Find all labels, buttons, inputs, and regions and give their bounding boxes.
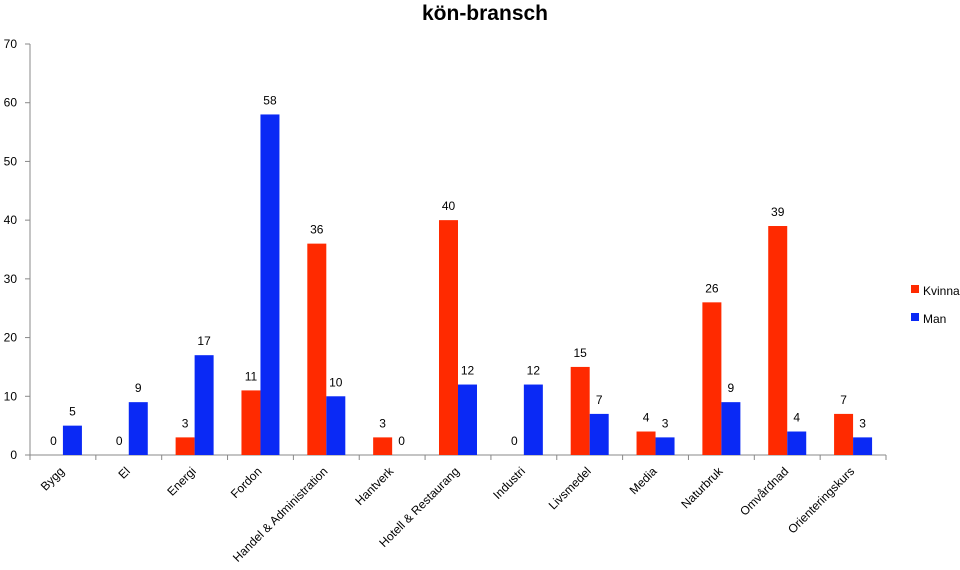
data-label: 12 [527,364,541,378]
bar-man-4 [326,396,346,455]
data-label: 0 [398,434,405,448]
bar-kvinna-5 [373,437,393,455]
data-label: 9 [135,381,142,395]
chart-title: kön-bransch [422,2,548,25]
y-tick-label: 10 [4,389,18,403]
data-label: 3 [662,416,669,430]
x-category-label: Media [627,464,660,497]
bar-man-9 [655,437,675,455]
data-label: 11 [245,369,258,383]
y-axis-ticks: 0 10 20 30 40 50 60 70 [4,37,30,462]
x-category-label: Livsmedel [546,464,594,512]
bar-kvinna-12 [834,413,854,455]
x-category-label: Omvårdnad [737,464,791,518]
legend-label-man: Man [923,312,946,326]
data-label: 7 [596,393,603,407]
data-label: 40 [442,199,456,213]
data-label: 12 [461,364,475,378]
x-category-label: Orienteringskurs [785,464,857,536]
data-label: 3 [182,416,189,430]
y-tick-label: 20 [4,331,18,345]
legend-label-kvinna: Kvinna [923,284,960,298]
data-label: 3 [379,416,386,430]
bar-kvinna-3 [241,390,261,455]
data-label: 9 [728,381,735,395]
y-tick-label: 60 [4,96,18,110]
y-tick-label: 30 [4,272,18,286]
data-label: 10 [329,375,343,389]
y-tick-label: 40 [4,213,18,227]
data-label: 0 [116,434,123,448]
data-label: 4 [643,411,650,425]
data-label: 26 [705,281,719,295]
data-label: 5 [69,405,76,419]
x-category-label: El [115,464,132,481]
bar-man-12 [853,437,873,455]
legend-swatch-kvinna [911,285,919,293]
data-label: 17 [197,334,211,348]
x-category-label: Fordon [228,464,265,501]
bar-man-8 [589,413,609,455]
data-label: 58 [263,93,277,107]
bar-kvinna-10 [702,302,722,455]
x-category-label: Energi [164,464,198,498]
bar-kvinna-6 [439,220,458,455]
data-label: 0 [511,434,518,448]
legend: Kvinna Man [911,284,960,326]
data-label: 36 [310,223,324,237]
y-tick-label: 70 [4,37,18,51]
legend-swatch-man [911,313,919,321]
bar-man-2 [194,355,214,455]
bar-man-11 [787,431,807,455]
bar-man-10 [721,402,741,455]
bar-man-1 [128,402,148,455]
bar-kvinna-11 [768,226,788,455]
data-label: 3 [859,416,866,430]
data-label: 39 [771,205,785,219]
bar-kvinna-9 [636,431,656,455]
x-category-label: Hantverk [352,464,397,509]
bar-kvinna-4 [307,243,327,455]
bar-kvinna-2 [175,437,195,455]
bar-kvinna-8 [570,366,590,455]
bars-group [62,114,873,455]
data-label: 7 [840,393,847,407]
data-label: 0 [50,434,57,448]
bar-man-6 [458,384,477,455]
y-tick-label: 50 [4,154,18,168]
y-tick-label: 0 [10,448,17,462]
x-category-label: Industri [490,464,528,502]
bar-man-7 [523,384,543,455]
x-category-label: Naturbruk [678,464,726,512]
x-category-label: Bygg [38,464,67,493]
data-label: 4 [793,411,800,425]
bar-man-0 [62,425,82,455]
data-label: 15 [574,346,588,360]
bar-man-3 [260,114,280,455]
